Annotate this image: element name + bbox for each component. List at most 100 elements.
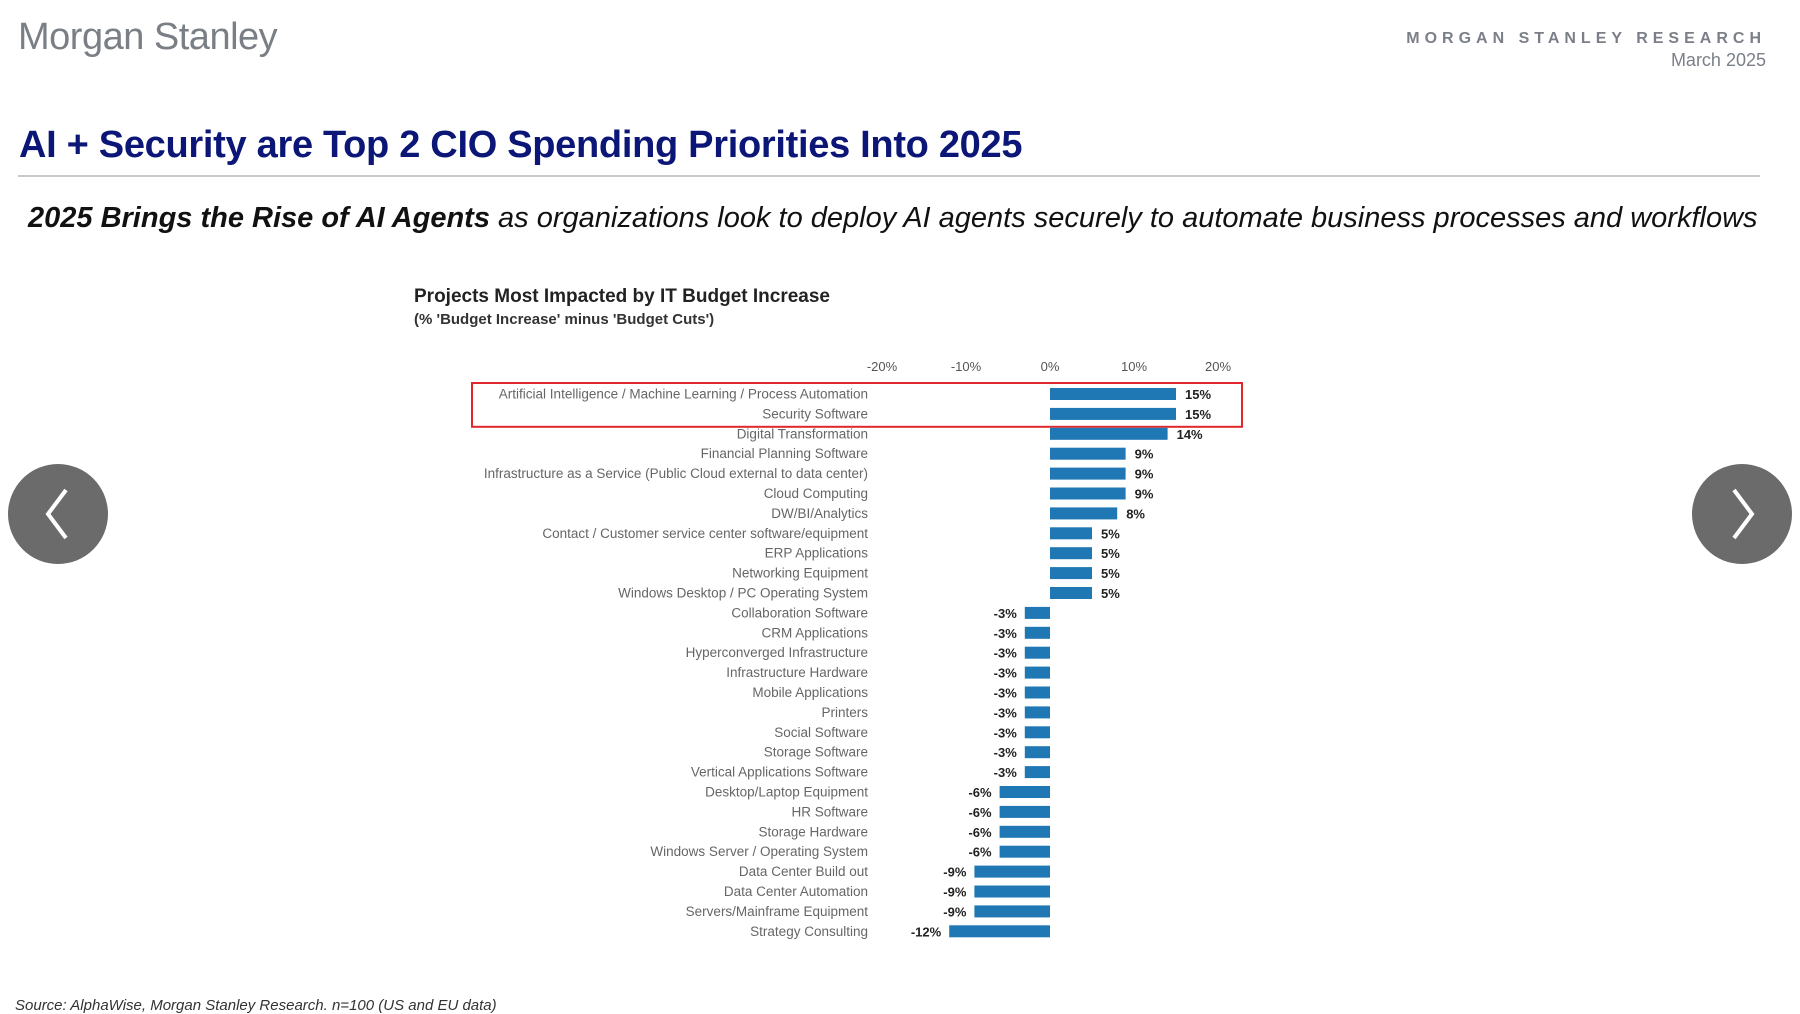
research-label: MORGAN STANLEY RESEARCH <box>1406 30 1766 47</box>
bar <box>1050 507 1118 520</box>
morgan-stanley-logo: Morgan Stanley <box>18 16 278 58</box>
data-label: -3% <box>994 705 1018 720</box>
data-label: -3% <box>994 765 1018 780</box>
next-slide-button[interactable] <box>1692 464 1792 564</box>
bar <box>974 885 1050 898</box>
bar <box>1050 467 1126 480</box>
data-label: 14% <box>1177 427 1203 442</box>
bar <box>1050 567 1092 580</box>
category-label: Storage Hardware <box>758 824 868 839</box>
highlight-box <box>471 382 1243 428</box>
category-label: Hyperconverged Infrastructure <box>686 645 868 660</box>
category-label: Artificial Intelligence / Machine Learni… <box>499 387 868 402</box>
category-label: ERP Applications <box>765 546 869 561</box>
report-date: March 2025 <box>1670 50 1766 70</box>
chart-title: Projects Most Impacted by IT Budget Incr… <box>414 286 830 307</box>
data-label: 5% <box>1101 566 1120 581</box>
bar <box>1024 626 1050 639</box>
subtitle-bold: 2025 Brings the Rise of AI Agents <box>28 202 490 234</box>
data-label: -9% <box>943 904 967 919</box>
chevron-left-icon <box>45 488 68 540</box>
data-label: -3% <box>994 626 1018 641</box>
bar <box>1050 587 1092 599</box>
bar <box>974 865 1050 878</box>
data-label: 9% <box>1135 447 1154 462</box>
category-label: Contact / Customer service center softwa… <box>542 526 868 541</box>
category-label: Windows Desktop / PC Operating System <box>618 586 868 601</box>
bar <box>1024 646 1050 659</box>
category-label: Social Software <box>774 725 868 740</box>
category-label: Storage Software <box>764 745 868 760</box>
data-label: -3% <box>994 606 1018 621</box>
data-label: 5% <box>1101 586 1120 601</box>
category-label: Cloud Computing <box>764 486 868 501</box>
subtitle-rest: as organizations look to deploy AI agent… <box>489 202 1758 234</box>
slide-title: AI + Security are Top 2 CIO Spending Pri… <box>19 124 1023 166</box>
category-label: Vertical Applications Software <box>691 765 868 780</box>
bar <box>1050 547 1092 560</box>
data-label: 5% <box>1101 546 1120 561</box>
data-label: 9% <box>1135 467 1154 482</box>
bar <box>1024 666 1050 679</box>
category-label: Windows Server / Operating System <box>650 844 868 859</box>
data-label: 9% <box>1135 487 1154 502</box>
data-label: 8% <box>1126 506 1145 521</box>
category-label: Data Center Build out <box>739 864 868 879</box>
category-label: Infrastructure as a Service (Public Clou… <box>484 466 868 481</box>
x-tick-label: 0% <box>1041 359 1060 374</box>
category-label: Printers <box>821 705 868 720</box>
slide-subtitle: 2025 Brings the Rise of AI Agents as org… <box>28 202 1758 235</box>
category-label: HR Software <box>791 804 868 819</box>
data-label: -9% <box>943 865 967 880</box>
category-label: Infrastructure Hardware <box>726 665 868 680</box>
data-label: -3% <box>994 745 1018 760</box>
bar <box>1024 706 1050 719</box>
category-label: Collaboration Software <box>731 605 868 620</box>
research-header: MORGAN STANLEY RESEARCH March 2025 <box>1406 30 1766 71</box>
bar <box>1050 427 1168 440</box>
previous-slide-button[interactable] <box>8 464 108 564</box>
data-label: -3% <box>994 725 1018 740</box>
data-label: -9% <box>943 885 967 900</box>
x-tick-label: -20% <box>867 359 898 374</box>
bar <box>999 805 1050 818</box>
bar <box>1024 686 1050 699</box>
chevron-right-icon <box>1732 488 1755 540</box>
data-label: -6% <box>968 785 992 800</box>
bar <box>1050 407 1176 420</box>
category-label: Strategy Consulting <box>750 924 868 939</box>
x-tick-label: -10% <box>951 359 982 374</box>
data-label: -3% <box>994 686 1018 701</box>
category-label: Digital Transformation <box>737 426 868 441</box>
bar <box>1024 746 1050 759</box>
bar <box>974 905 1050 918</box>
bar <box>999 786 1050 798</box>
data-label: -6% <box>968 825 992 840</box>
bar <box>999 845 1050 858</box>
bar <box>949 925 1050 938</box>
chart-subtitle: (% 'Budget Increase' minus 'Budget Cuts'… <box>414 311 715 328</box>
data-label: -3% <box>994 666 1018 681</box>
bar <box>1050 447 1126 460</box>
data-label: 15% <box>1185 387 1211 402</box>
data-label: -12% <box>911 924 942 939</box>
data-label: 5% <box>1101 526 1120 541</box>
data-label: -3% <box>994 646 1018 661</box>
category-label: Mobile Applications <box>752 685 868 700</box>
bar <box>1050 527 1092 540</box>
bar <box>1024 726 1050 739</box>
category-label: Financial Planning Software <box>701 446 868 461</box>
category-label: DW/BI/Analytics <box>771 506 868 521</box>
category-label: Security Software <box>762 406 868 421</box>
x-tick-label: 20% <box>1205 359 1231 374</box>
category-label: Desktop/Laptop Equipment <box>705 785 868 800</box>
data-label: -6% <box>968 845 992 860</box>
bar <box>1050 388 1176 400</box>
bar <box>1024 606 1050 619</box>
category-label: Servers/Mainframe Equipment <box>686 904 869 919</box>
bar <box>1024 766 1050 779</box>
title-divider <box>18 175 1760 177</box>
bar <box>1050 487 1126 500</box>
